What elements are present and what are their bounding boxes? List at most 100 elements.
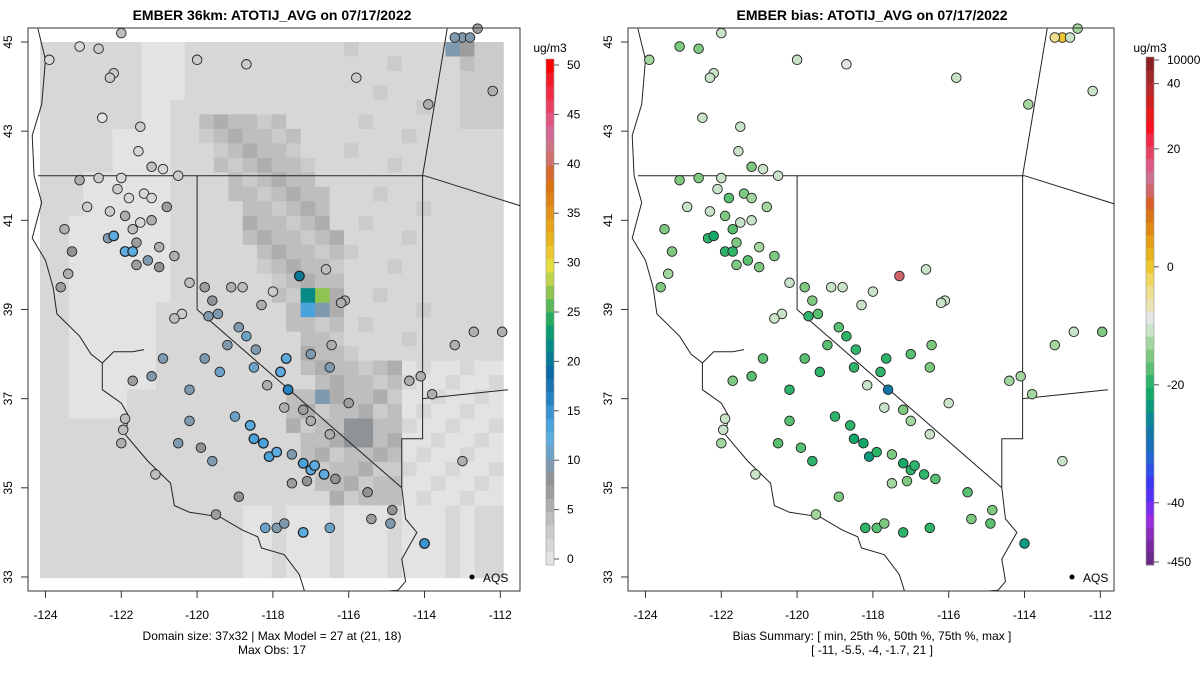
model-grid-cell [213, 186, 229, 202]
model-grid-cell [40, 447, 55, 463]
model-grid-cell [228, 128, 244, 144]
model-grid-cell [344, 360, 359, 376]
model-grid-cell [488, 259, 504, 275]
model-grid-cell [40, 404, 55, 419]
bias-colorbar-tick-label: -20 [1167, 378, 1185, 392]
bias-colorbar-swatch [1146, 514, 1154, 528]
obs-site-marker [415, 371, 426, 382]
model-grid-cell [112, 476, 128, 492]
model-grid-cell [402, 548, 417, 564]
model-grid-cell [474, 360, 490, 376]
model-grid-cell [242, 99, 258, 115]
model-grid-cell [402, 331, 417, 347]
model-grid-cell [416, 331, 432, 347]
obs-site-marker [153, 241, 165, 253]
model-grid-cell [271, 128, 287, 144]
model-grid-cell [184, 157, 200, 173]
model-grid-cell [474, 128, 490, 144]
obs-site-marker [135, 217, 146, 228]
bias-site-marker [1004, 375, 1015, 387]
model-grid-cell [402, 461, 417, 477]
model-grid-cell [213, 563, 229, 579]
bias-colorbar-swatch [1146, 133, 1154, 147]
model-grid-cell [83, 360, 99, 376]
bias-colorbar-swatch [1146, 82, 1154, 96]
model-grid-cell [416, 490, 432, 506]
model-grid-cell [126, 563, 142, 579]
model-grid-cell [40, 157, 55, 173]
model-grid-cell [286, 563, 302, 579]
model-grid-cell [213, 375, 229, 390]
model-grid-cell [155, 288, 171, 304]
bias-colorbar-swatch [1146, 539, 1154, 553]
model-grid-cell [97, 244, 113, 260]
model-grid-cell [344, 519, 359, 535]
obs-site-marker [150, 469, 161, 480]
model-grid-cell [199, 56, 215, 72]
model-grid-cell [373, 273, 388, 289]
model-grid-cell [141, 519, 157, 535]
bias-panel: EMBER bias: ATOTIJ_AVG on 07/17/2022 -12… [601, 7, 1200, 657]
model-grid-cell [242, 157, 258, 173]
model-grid-cell [300, 548, 316, 564]
model-grid-cell [170, 201, 186, 217]
model-grid-cell [257, 418, 273, 434]
y-tick-label: 37 [1, 392, 15, 406]
model-grid-cell [430, 447, 446, 463]
bias-site-marker [905, 348, 917, 360]
model-grid-cell [83, 461, 99, 477]
x-tick-label: -124 [33, 608, 57, 622]
model-grid-cell [54, 331, 70, 347]
bias-site-marker [659, 223, 670, 235]
model-grid-cell [430, 128, 446, 144]
model-grid-cell [474, 432, 490, 448]
model-grid-cell [213, 42, 229, 57]
model-grid-cell [459, 404, 475, 419]
model-grid-cell [68, 99, 84, 115]
model-grid-cell [228, 534, 244, 550]
obs-site-marker [127, 246, 139, 257]
obs-site-marker [199, 353, 210, 364]
model-grid-cell [344, 461, 359, 477]
model-grid-cell [83, 331, 99, 347]
model-grid-cell [373, 331, 388, 347]
model-grid-cell [402, 56, 417, 72]
model-grid-cell [68, 360, 84, 376]
model-grid-cell [271, 490, 287, 506]
model-grid-cell [445, 128, 461, 144]
bias-site-marker [757, 163, 769, 175]
model-grid-cell [315, 490, 330, 506]
model-grid-cell [373, 534, 388, 550]
model-grid-cell [344, 534, 359, 550]
model-colorbar-unit: ug/m3 [533, 41, 567, 55]
obs-site-marker [309, 460, 321, 471]
bias-site-marker [882, 384, 894, 395]
obs-site-marker [261, 380, 273, 391]
model-grid-cell [445, 548, 461, 564]
model-colorbar-swatch [546, 525, 554, 539]
model-grid-cell [170, 375, 186, 390]
model-grid-cell [430, 244, 446, 260]
model-grid-cell [416, 215, 432, 231]
model-colorbar-swatch [546, 338, 554, 353]
model-grid-cell [315, 563, 330, 579]
model-colorbar-swatch [546, 431, 554, 446]
model-grid-cell [430, 186, 446, 202]
bias-site-marker [1015, 371, 1026, 382]
model-grid-cell [83, 519, 99, 535]
model-grid-cell [242, 259, 258, 275]
bias-site-marker [746, 192, 757, 204]
bias-site-marker [719, 210, 731, 222]
obs-site-marker [366, 513, 377, 525]
obs-site-marker [222, 339, 233, 351]
model-grid-cell [126, 548, 142, 564]
model-grid-cell [213, 288, 229, 304]
model-grid-cell [402, 157, 417, 173]
model-grid-cell [54, 186, 70, 202]
bias-site-marker [674, 41, 685, 52]
model-grid-cell [416, 447, 432, 463]
bias-colorbar-swatch [1146, 463, 1154, 477]
bias-site-marker [674, 174, 685, 186]
model-grid-cell [416, 85, 432, 101]
model-grid-cell [199, 143, 215, 159]
